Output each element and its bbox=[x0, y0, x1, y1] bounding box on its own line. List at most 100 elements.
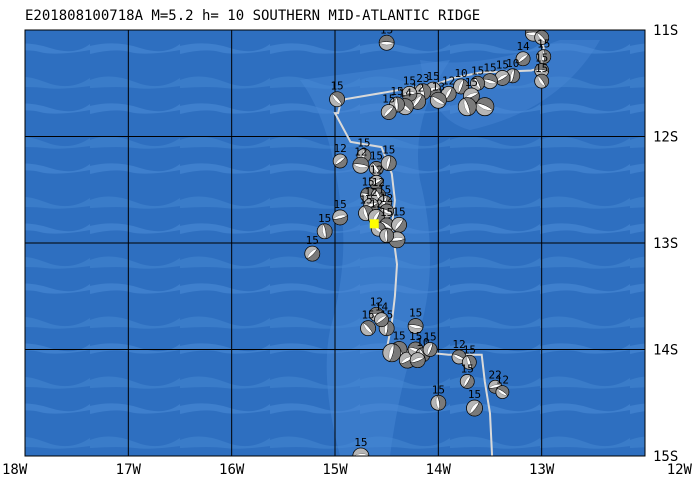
longitude-tick-label: 12W bbox=[667, 462, 693, 478]
latitude-axis: 11S 12S 13S 14S 15S bbox=[653, 23, 678, 465]
focal-mechanism-beachball bbox=[316, 223, 333, 240]
event-depth-label: 15 bbox=[330, 80, 343, 93]
latitude-tick-label: 11S bbox=[653, 23, 678, 39]
focal-mechanism-beachball bbox=[380, 155, 397, 172]
event-depth-label: 12 bbox=[496, 374, 509, 387]
event-depth-label: 15 bbox=[370, 149, 383, 162]
event-depth-label: 12 bbox=[452, 338, 465, 351]
event-depth-label: 15 bbox=[432, 383, 445, 396]
event-depth-label: 15 bbox=[403, 74, 416, 87]
longitude-tick-label: 15W bbox=[322, 462, 348, 478]
focal-mechanism-beachball bbox=[461, 354, 477, 370]
graticule bbox=[25, 30, 645, 456]
event-depth-label: 15 bbox=[334, 198, 347, 211]
longitude-tick-label: 17W bbox=[116, 462, 142, 478]
event-depth-label: 15 bbox=[392, 330, 405, 343]
focal-mechanism-beachball bbox=[352, 447, 370, 456]
event-depth-label: 15 bbox=[409, 307, 422, 320]
focal-mechanism-beachball bbox=[332, 209, 349, 226]
focal-mechanism-beachball bbox=[332, 153, 348, 169]
longitude-tick-label: 13W bbox=[529, 462, 555, 478]
latitude-tick-label: 15S bbox=[653, 449, 678, 465]
focal-mechanism-beachball bbox=[495, 385, 510, 400]
latitude-tick-label: 13S bbox=[653, 236, 678, 252]
event-depth-label: 15 bbox=[535, 51, 548, 64]
event-depth-label: 15 bbox=[468, 388, 481, 401]
focal-mechanism-beachball bbox=[457, 97, 477, 117]
focal-mechanism-layer: 1215151415151015151510151215132312151415… bbox=[304, 13, 552, 456]
focal-mechanism-beachball bbox=[352, 156, 370, 174]
event-depth-label: 15 bbox=[461, 362, 474, 375]
latitude-tick-label: 12S bbox=[653, 130, 678, 146]
event-depth-label: 15 bbox=[471, 64, 484, 77]
event-depth-label: 12 bbox=[442, 74, 455, 87]
event-depth-label: 15 bbox=[496, 58, 509, 71]
event-depth-label: 13 bbox=[432, 80, 445, 93]
map-frame bbox=[24, 29, 646, 457]
event-depth-label: 15 bbox=[427, 70, 440, 83]
event-depth-label: 15 bbox=[390, 85, 403, 98]
event-depth-label: 23 bbox=[416, 72, 429, 85]
focal-mechanism-beachball bbox=[329, 91, 345, 108]
event-depth-label: 15 bbox=[535, 18, 548, 31]
event-depth-label: 15 bbox=[382, 93, 395, 106]
event-depth-label: 15 bbox=[380, 23, 393, 36]
event-depth-label: 15 bbox=[361, 309, 374, 322]
focal-mechanism-beachball bbox=[304, 245, 321, 262]
focal-mechanism-beachball bbox=[536, 49, 552, 65]
focal-mechanism-beachball bbox=[360, 320, 376, 337]
event-depth-label: 12 bbox=[370, 295, 383, 308]
event-depth-label: 14 bbox=[399, 87, 413, 100]
focal-mechanism-beachball bbox=[407, 318, 424, 334]
focal-mechanism-beachball bbox=[494, 70, 511, 86]
event-depth-label: 12 bbox=[365, 186, 378, 199]
event-depth-label: 22 bbox=[489, 368, 502, 381]
event-depth-label: 15 bbox=[357, 137, 370, 150]
longitude-tick-label: 18W bbox=[2, 462, 28, 478]
focal-mechanism-beachball bbox=[409, 352, 426, 369]
focal-mechanism-beachball bbox=[534, 73, 550, 89]
event-depth-label: 12 bbox=[370, 197, 383, 210]
latitude-tick-label: 14S bbox=[653, 343, 678, 359]
focal-mechanism-beachball bbox=[422, 342, 438, 357]
focal-mechanism-beachball bbox=[378, 34, 395, 51]
event-depth-label: 15 bbox=[535, 62, 548, 75]
event-depth-label: 10 bbox=[506, 57, 519, 70]
event-depth-label: 15 bbox=[423, 331, 436, 344]
event-depth-label: 15 bbox=[382, 144, 395, 157]
event-depth-label: 15 bbox=[354, 436, 367, 449]
event-depth-label: 15 bbox=[463, 343, 476, 356]
focal-mechanism-beachball bbox=[379, 228, 395, 243]
event-depth-label: 15 bbox=[306, 234, 319, 247]
event-depth-label: 15 bbox=[409, 330, 422, 343]
event-depth-label: 10 bbox=[454, 67, 467, 80]
event-depth-label: 12 bbox=[527, 13, 540, 26]
event-depth-label: 14 bbox=[375, 301, 389, 314]
event-depth-label: 12 bbox=[334, 142, 347, 155]
focal-mechanism-beachball bbox=[430, 394, 447, 411]
focal-mechanism-beachball bbox=[391, 216, 407, 233]
longitude-tick-label: 16W bbox=[219, 462, 245, 478]
event-depth-label: 15 bbox=[465, 76, 478, 89]
focal-mechanism-beachball bbox=[482, 73, 498, 90]
event-depth-label: 15 bbox=[359, 194, 372, 207]
longitude-tick-label: 14W bbox=[426, 462, 452, 478]
focal-mechanism-beachball bbox=[475, 97, 495, 117]
epicenter-marker bbox=[369, 219, 379, 229]
event-depth-label: 15 bbox=[318, 212, 331, 225]
event-depth-label: 15 bbox=[378, 184, 391, 197]
focal-mechanism-beachball bbox=[466, 399, 483, 417]
longitude-axis: 18W 17W 16W 15W 14W 13W 12W bbox=[2, 462, 693, 478]
focal-mechanism-beachball bbox=[534, 30, 550, 45]
event-depth-label: 12 bbox=[380, 192, 393, 205]
focal-mechanism-beachball bbox=[382, 343, 402, 363]
map-title: E201808100718A M=5.2 h= 10 SOUTHERN MID-… bbox=[25, 8, 480, 24]
focal-mechanism-beachball bbox=[515, 51, 531, 67]
focal-mechanism-beachball bbox=[459, 374, 475, 389]
event-depth-label: 12 bbox=[372, 176, 385, 189]
event-depth-label: 12 bbox=[370, 163, 383, 176]
event-depth-label: 15 bbox=[537, 38, 550, 51]
focal-mechanism-beachball bbox=[429, 91, 447, 109]
focal-mechanism-beachball bbox=[374, 312, 389, 328]
focal-mechanism-beachball bbox=[380, 104, 397, 120]
